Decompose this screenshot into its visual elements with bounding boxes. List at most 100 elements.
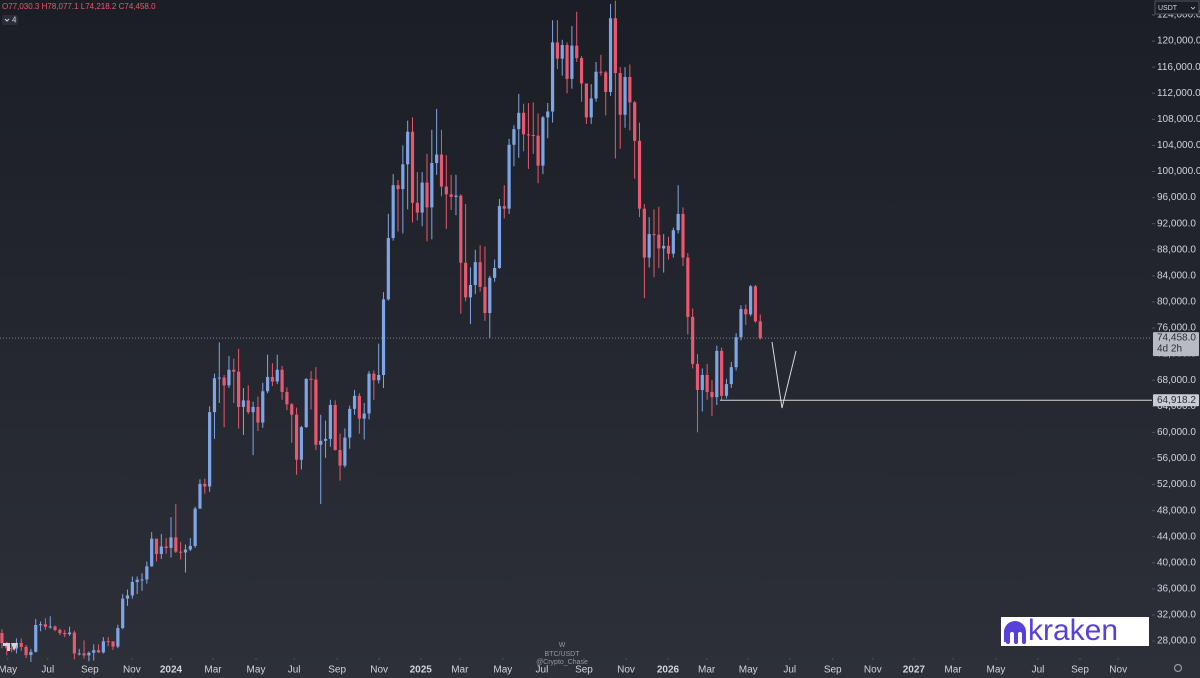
candle-body <box>265 376 270 392</box>
candle-body <box>72 632 76 654</box>
candle-body <box>415 202 419 213</box>
x-tick-label: Nov <box>864 665 882 676</box>
x-tick-label: Jul <box>41 665 54 676</box>
x-tick-label: Mar <box>698 665 716 676</box>
currency-select[interactable]: USDT <box>1154 0 1200 15</box>
candle-body <box>536 135 540 166</box>
candle-body <box>106 641 110 643</box>
candle-body <box>435 154 439 164</box>
candle-body <box>517 112 521 130</box>
candle-body <box>550 42 555 112</box>
candle-body <box>657 234 661 249</box>
toggle-bg[interactable] <box>2 15 18 25</box>
candle-body <box>43 624 48 627</box>
candle-body <box>401 164 405 190</box>
indicators-toggle[interactable]: 4 <box>2 15 18 25</box>
candle-body <box>695 363 700 390</box>
candle-body <box>425 182 429 208</box>
candle-body <box>604 72 608 92</box>
candle-body <box>744 309 748 315</box>
status-close: C74,458.0 <box>119 2 156 11</box>
candle-body <box>734 337 738 368</box>
y-tick-label: 56,000.0 <box>1157 453 1196 464</box>
candle-body <box>493 268 497 278</box>
candle-body <box>691 316 695 364</box>
candle-body <box>410 131 415 203</box>
y-tick-label: 80,000.0 <box>1157 297 1196 308</box>
candle-body <box>125 595 130 599</box>
x-tick-label: May <box>0 665 17 676</box>
chevron <box>1190 6 1196 10</box>
y-tick-label: 88,000.0 <box>1157 244 1196 255</box>
y-tick-label: 116,000.0 <box>1157 62 1200 73</box>
candle-body <box>304 378 308 428</box>
candle-body <box>377 374 381 381</box>
y-tick-label: 100,000.0 <box>1157 166 1200 177</box>
candle-body <box>444 186 448 195</box>
candle-body <box>671 230 675 254</box>
candle-body <box>681 213 685 258</box>
y-tick-label: 44,000.0 <box>1157 531 1196 542</box>
candle-body <box>637 140 642 209</box>
candle-body <box>575 45 579 59</box>
overlay <box>0 337 1152 409</box>
kraken-logo: kraken <box>1001 614 1149 647</box>
candle-body <box>420 182 424 213</box>
candle-body <box>705 374 709 392</box>
candle-body <box>164 546 168 548</box>
candle-body <box>749 286 753 315</box>
currency-box[interactable] <box>1154 0 1200 15</box>
candle-body <box>666 245 671 254</box>
candle-body <box>217 377 221 379</box>
candle-body <box>381 299 386 375</box>
status-open: O77,030.3 <box>2 2 40 11</box>
candle-body <box>256 406 260 423</box>
candle-body <box>24 646 28 656</box>
y-tick-label: 48,000.0 <box>1157 505 1196 516</box>
y-tick-label: 52,000.0 <box>1157 479 1196 490</box>
candle-body <box>589 98 593 118</box>
candle-body <box>507 144 511 209</box>
candle-body <box>570 45 574 79</box>
candle-body <box>594 71 598 99</box>
candle-body <box>140 579 144 581</box>
candle-body <box>352 395 357 409</box>
candle-body <box>193 508 197 546</box>
candle-body <box>348 408 352 438</box>
candle-body <box>599 71 603 73</box>
candle-body <box>584 83 588 118</box>
candle-body <box>459 195 463 263</box>
y-tick-label: 36,000.0 <box>1157 584 1196 595</box>
candle-body <box>314 379 318 445</box>
candle-body <box>183 549 188 553</box>
candle-body <box>237 371 241 407</box>
y-tick-label: 76,000.0 <box>1157 323 1196 334</box>
y-tick-label: 84,000.0 <box>1157 270 1196 281</box>
x-tick-label: Sep <box>824 665 842 676</box>
candle-body <box>362 413 366 419</box>
candle-body <box>449 194 453 197</box>
candle-body <box>290 404 294 415</box>
y-tick-label: 120,000.0 <box>1157 36 1200 47</box>
candle-body <box>454 195 458 197</box>
candle-body <box>145 566 149 580</box>
candle-body <box>101 641 105 653</box>
chevron <box>4 18 10 22</box>
x-tick-label: May <box>247 665 266 676</box>
settings-icon[interactable] <box>1173 663 1183 673</box>
candle-body <box>150 538 154 567</box>
candle-body <box>188 545 192 550</box>
y-tick-label: 92,000.0 <box>1157 218 1196 229</box>
candle-body <box>613 18 617 74</box>
candle-body <box>294 414 299 460</box>
candle-body <box>758 321 762 339</box>
candle-body <box>700 374 704 390</box>
x-tick-label: May <box>739 665 758 676</box>
candle-body <box>715 350 719 398</box>
y-tick-label: 32,000.0 <box>1157 610 1196 621</box>
candle-body <box>541 117 545 166</box>
candle-body <box>179 551 183 553</box>
